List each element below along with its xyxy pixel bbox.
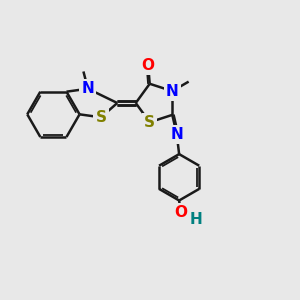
- Text: N: N: [170, 127, 183, 142]
- Text: H: H: [190, 212, 202, 227]
- Text: N: N: [166, 84, 179, 99]
- Text: S: S: [95, 110, 106, 125]
- Text: N: N: [82, 81, 94, 96]
- Text: O: O: [174, 206, 187, 220]
- Text: S: S: [144, 115, 155, 130]
- Text: O: O: [142, 58, 155, 73]
